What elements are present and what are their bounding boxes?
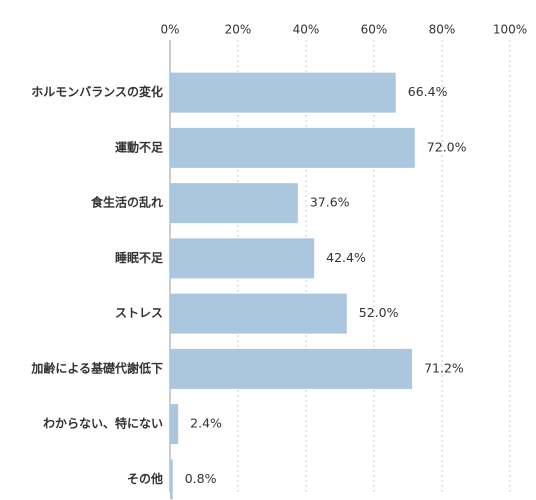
value-label: 0.8% <box>185 471 217 486</box>
bar <box>170 72 396 113</box>
category-label: 運動不足 <box>115 139 163 154</box>
bar <box>170 348 413 389</box>
value-label: 71.2% <box>424 360 464 375</box>
bar <box>170 238 315 279</box>
category-label: その他 <box>127 471 163 486</box>
value-label: 72.0% <box>427 139 467 154</box>
bar <box>170 404 179 445</box>
value-label: 66.4% <box>408 84 448 99</box>
category-label: ストレス <box>115 306 163 320</box>
x-tick-label: 20% <box>225 23 252 37</box>
bar <box>170 459 173 500</box>
category-label: 加齢による基礎代謝低下 <box>30 360 163 375</box>
bar <box>170 127 415 168</box>
x-tick-label: 100% <box>493 23 527 37</box>
value-label: 52.0% <box>359 305 399 320</box>
x-tick-label: 40% <box>293 23 320 37</box>
category-label: わからない、特にない <box>43 416 163 431</box>
category-label: 食生活の乱れ <box>90 195 163 210</box>
category-label: 睡眠不足 <box>115 250 163 265</box>
category-label: ホルモンバランスの変化 <box>31 84 163 99</box>
x-tick-label: 0% <box>160 23 179 37</box>
bar <box>170 183 298 224</box>
value-label: 37.6% <box>310 195 350 210</box>
bar <box>170 293 347 334</box>
value-label: 2.4% <box>190 416 222 431</box>
x-tick-label: 80% <box>429 23 456 37</box>
value-label: 42.4% <box>326 250 366 265</box>
x-tick-label: 60% <box>361 23 388 37</box>
